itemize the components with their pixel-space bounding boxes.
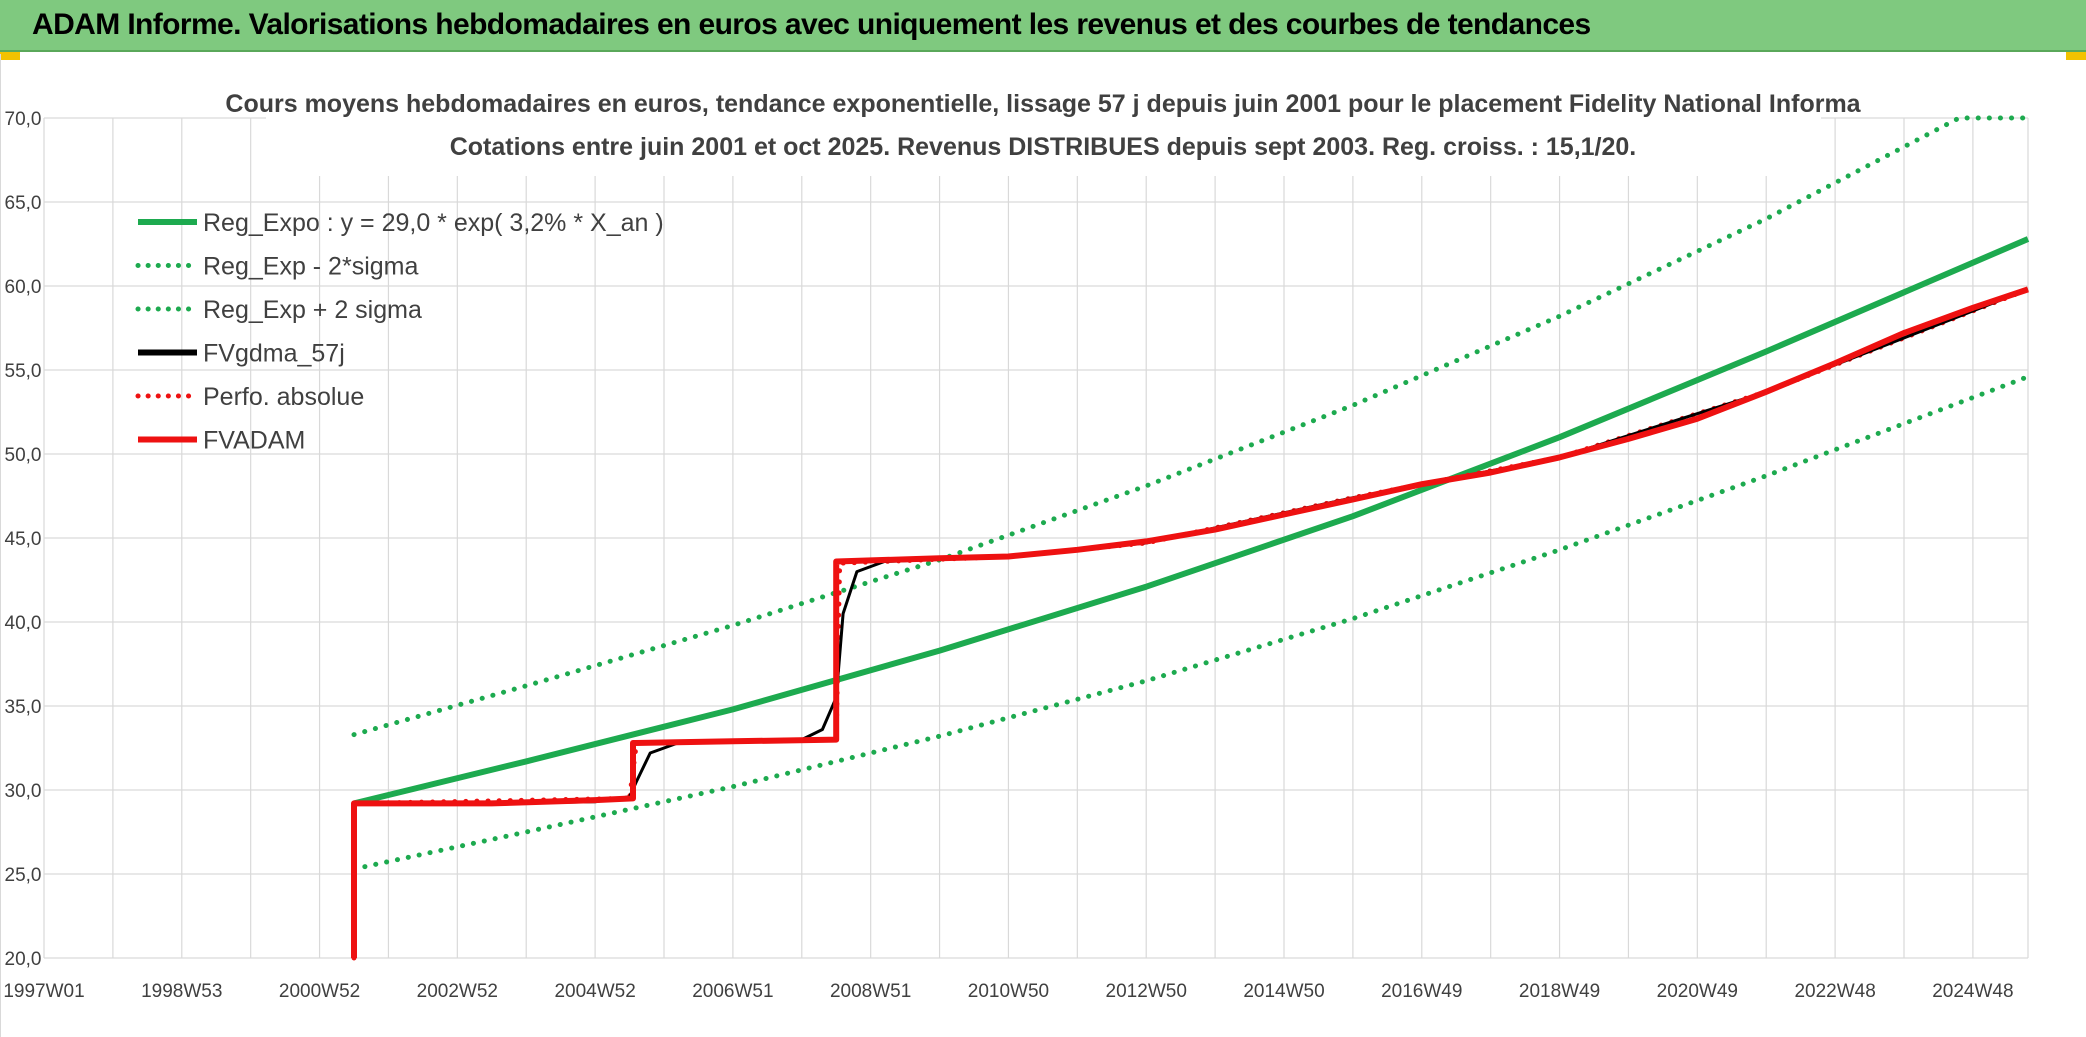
x-tick-label: 2016W49 xyxy=(1381,981,1462,1002)
x-tick-label: 1998W53 xyxy=(141,981,222,1002)
x-tick-label: 2022W48 xyxy=(1794,981,1875,1002)
series-line-5 xyxy=(351,286,2029,958)
y-tick-label: 35,0 xyxy=(5,697,42,718)
x-tick-label: 2020W49 xyxy=(1657,981,1738,1002)
y-tick-label: 55,0 xyxy=(5,361,42,382)
y-tick-label: 30,0 xyxy=(5,781,42,802)
x-tick-label: 2010W50 xyxy=(968,981,1049,1002)
x-tick-label: 2004W52 xyxy=(554,981,635,1002)
chart-frame: 20,0 25,0 30,0 35,0 40,0 45,0 50,0 55,0 60,0 65,0… xyxy=(0,54,2086,1037)
series-lines xyxy=(351,115,2031,961)
x-tick-label: 2000W52 xyxy=(279,981,360,1002)
series-line-1 xyxy=(351,374,2031,872)
x-tick-label: 1997W01 xyxy=(3,981,84,1002)
legend-label-4: Perfo. absolue xyxy=(203,383,364,411)
series-line-3 xyxy=(354,288,2029,805)
y-tick-label: 65,0 xyxy=(5,193,42,214)
chart-title-line1: Cours moyens hebdomadaires en euros, ten… xyxy=(225,90,1861,118)
y-tick-label: 60,0 xyxy=(5,277,42,298)
legend-label-0: Reg_Expo : y = 29,0 * exp( 3,2% * X_an ) xyxy=(203,209,664,237)
corner-marker-left xyxy=(0,52,20,60)
report-banner: ADAM Informe. Valorisations hebdomadaire… xyxy=(0,0,2086,52)
x-tick-label: 2002W52 xyxy=(417,981,498,1002)
x-axis-tick-labels: 1997W01 1998W53 2000W52 2002W52 2004W52 2006W… xyxy=(3,981,2013,1002)
report-title: ADAM Informe. Valorisations hebdomadaire… xyxy=(32,8,1591,41)
x-tick-label: 2014W50 xyxy=(1243,981,1324,1002)
legend-label-1: Reg_Exp - 2*sigma xyxy=(203,253,418,281)
y-tick-label: 70,0 xyxy=(5,109,42,130)
y-tick-label: 50,0 xyxy=(5,445,42,466)
chart-title-line2: Cotations entre juin 2001 et oct 2025. R… xyxy=(450,133,1637,161)
horizontal-gridlines xyxy=(44,117,2028,959)
x-tick-label: 2008W51 xyxy=(830,981,911,1002)
y-tick-label: 40,0 xyxy=(5,613,42,634)
title-backdrop xyxy=(266,84,1821,176)
x-tick-label: 2006W51 xyxy=(692,981,773,1002)
x-tick-label: 2024W48 xyxy=(1932,981,2013,1002)
y-tick-label: 20,0 xyxy=(5,949,42,970)
valuation-chart: 20,0 25,0 30,0 35,0 40,0 45,0 50,0 55,0 60,0 65,0… xyxy=(3,84,2031,1002)
series-line-0 xyxy=(353,236,2030,807)
legend-label-5: FVADAM xyxy=(203,427,305,455)
legend-label-3: FVgdma_57j xyxy=(203,340,345,368)
chart-legend: Reg_Expo : y = 29,0 * exp( 3,2% * X_an )… xyxy=(135,209,664,455)
y-tick-label: 45,0 xyxy=(5,529,42,550)
corner-marker-right xyxy=(2066,52,2086,60)
series-line-2 xyxy=(351,115,2031,738)
x-tick-label: 2012W50 xyxy=(1106,981,1187,1002)
x-tick-label: 2018W49 xyxy=(1519,981,1600,1002)
y-tick-label: 25,0 xyxy=(5,865,42,886)
y-axis-tick-labels: 20,0 25,0 30,0 35,0 40,0 45,0 50,0 55,0 60,0 65,0… xyxy=(5,109,42,970)
legend-label-2: Reg_Exp + 2 sigma xyxy=(203,296,422,324)
